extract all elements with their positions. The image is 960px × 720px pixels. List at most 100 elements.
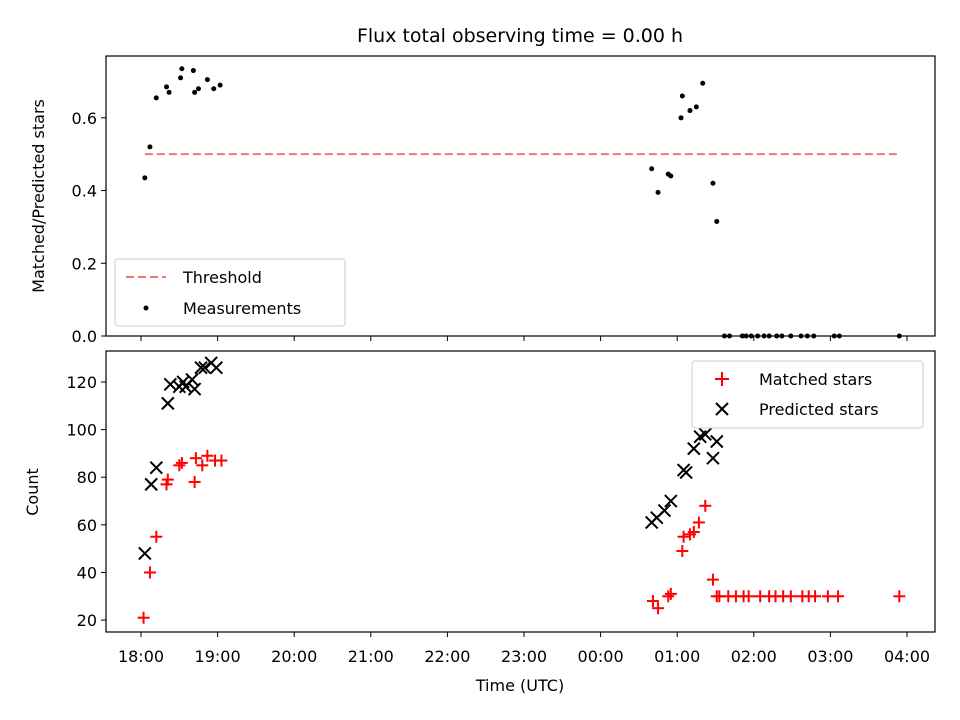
matched-star-point [150,530,163,543]
matched-star-point [662,590,675,603]
measurement-point [179,66,185,72]
measurement-point [700,80,706,86]
ratio-legend-box [114,258,346,327]
measurement-point [896,333,902,339]
count-legend: Matched stars Predicted stars [691,360,924,429]
x-axis-label: Time (UTC) [475,676,564,695]
measurement-point [798,333,804,339]
predicted-star-point [198,360,212,375]
measurement-point [178,75,184,81]
predicted-marker-stroke [163,377,178,392]
measurement-point [192,89,198,95]
predicted-star-point [149,460,164,475]
matched-star-point [173,459,186,472]
measurement-point [678,115,684,121]
legend-threshold-label: Threshold [182,268,262,287]
count-y-tick-label: 120 [66,373,97,392]
matched-star-point [742,590,755,603]
legend-matched-swatch [715,372,729,386]
measurement-point [211,86,217,92]
predicted-marker-stroke [194,360,208,375]
predicted-stars-points [138,356,724,561]
count-legend-box [691,360,924,429]
x-tick-label: 01:00 [654,647,700,666]
count-y-axis-label: Count [23,468,42,516]
matched-star-point [821,590,834,603]
matched-star-point [676,545,689,558]
legend-predicted-label: Predicted stars [759,400,879,419]
predicted-marker-stroke [138,546,152,561]
predicted-marker-stroke [698,427,712,442]
measurement-point [811,333,817,339]
x-tick-label: 23:00 [501,647,547,666]
matched-star-point [687,525,700,538]
predicted-marker-stroke [185,372,199,387]
matched-star-point [832,590,845,603]
count-y-ticks: 20 40 60 80 100 120 [66,373,106,630]
predicted-star-point [687,441,701,456]
measurement-point [195,86,201,92]
predicted-star-point [185,372,199,387]
predicted-star-point [664,494,678,508]
measurement-point [788,333,794,339]
predicted-star-point [679,465,693,480]
ratio-y-tick-label: 0.4 [72,182,97,201]
count-y-tick-label: 20 [77,611,97,630]
x-tick-label: 19:00 [195,647,241,666]
matched-star-point [784,590,797,603]
predicted-star-point [698,427,712,442]
measurement-point [679,93,685,99]
x-tick-label: 03:00 [807,647,853,666]
measurement-point [164,84,170,90]
ratio-y-ticks: 0.0 0.2 0.4 0.6 [72,109,106,346]
x-tick-label: 04:00 [884,647,930,666]
matched-star-point [201,449,214,462]
predicted-marker-stroke [149,460,164,475]
matched-star-point [893,590,906,603]
predicted-star-point [138,546,152,561]
legend-matched-label: Matched stars [759,370,872,389]
predicted-marker-stroke [144,477,158,492]
x-tick-label: 22:00 [424,647,470,666]
count-y-tick-label: 80 [77,468,97,487]
legend-predicted-swatch [715,402,729,416]
measurement-point [710,180,716,186]
matched-star-point [706,573,719,586]
matched-star-point [677,530,690,543]
predicted-marker-stroke [209,360,224,375]
predicted-star-point [706,451,720,465]
count-panel: 20 40 60 80 100 120 18:00 19:00 20:00 21:00 22:00… [23,350,936,695]
measurement-point [755,333,761,339]
legend-measurements-label: Measurements [183,299,301,318]
matched-star-point [646,595,659,608]
matched-star-point [161,473,174,486]
predicted-star-point [710,434,724,449]
predicted-marker-stroke [187,382,202,396]
measurement-point [774,333,780,339]
count-y-tick-label: 40 [77,563,97,582]
ratio-y-tick-label: 0.2 [72,254,97,273]
measurement-point [727,333,733,339]
x-tick-label: 02:00 [731,647,777,666]
predicted-star-point [657,503,672,518]
predicted-star-point [187,382,202,396]
measurement-point [147,144,153,150]
measurement-point [721,333,727,339]
predicted-marker-stroke [161,396,175,411]
ratio-y-axis-label: Matched/Predicted stars [29,99,48,293]
x-tick-label: 00:00 [578,647,624,666]
ratio-legend: Threshold Measurements [114,258,346,327]
measurement-point [153,95,159,101]
count-x-ticks: 18:00 19:00 20:00 21:00 22:00 23:00 00:00 01:00… [118,632,930,666]
measurement-point [779,333,785,339]
measurement-point [748,333,754,339]
measurement-point [743,333,749,339]
x-tick-label: 21:00 [348,647,394,666]
measurement-point [668,173,674,179]
measurement-point [714,218,720,224]
measurement-point [166,89,172,95]
predicted-marker-stroke [657,503,672,518]
predicted-marker-stroke [710,434,724,449]
matched-star-point [809,590,822,603]
